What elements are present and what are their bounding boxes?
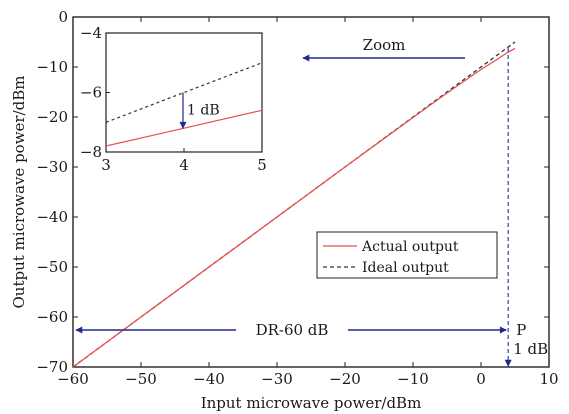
zoom-label: Zoom bbox=[363, 36, 406, 54]
y-tick-label: −20 bbox=[36, 108, 68, 126]
x-tick-label: −60 bbox=[57, 370, 89, 388]
inset-frame bbox=[105, 32, 263, 153]
inset-x-tick-label: 4 bbox=[179, 156, 189, 174]
inset-gap-label: 1 dB bbox=[187, 102, 220, 118]
legend-actual-label: Actual output bbox=[361, 239, 459, 255]
x-tick-label: 10 bbox=[539, 370, 558, 388]
y-tick-label: −10 bbox=[36, 58, 68, 76]
inset-y-tick-label: −6 bbox=[80, 84, 102, 102]
x-axis-label: Input microwave power/dBm bbox=[201, 394, 422, 412]
inset-y-tick-label: −8 bbox=[80, 143, 102, 161]
legend: Actual output Ideal output bbox=[316, 231, 498, 279]
legend-box bbox=[316, 231, 498, 279]
x-tick-label: −40 bbox=[193, 370, 225, 388]
y-tick-label: −70 bbox=[36, 358, 68, 376]
y-tick-label: −40 bbox=[36, 208, 68, 226]
p-label: P bbox=[516, 321, 526, 339]
y-axis-label: Output microwave power/dBm bbox=[10, 76, 28, 309]
x-tick-label: −10 bbox=[397, 370, 429, 388]
y-tick-label: 0 bbox=[58, 8, 68, 26]
p-sub-label: 1 dB bbox=[513, 340, 548, 358]
x-tick-label: −20 bbox=[329, 370, 361, 388]
plot-frame bbox=[72, 16, 550, 368]
actual-output-line bbox=[72, 47, 516, 368]
inset-ideal-line bbox=[105, 62, 263, 123]
x-tick-label: −30 bbox=[261, 370, 293, 388]
y-tick-label: −50 bbox=[36, 258, 68, 276]
x-tick-label: −50 bbox=[125, 370, 157, 388]
inset-y-tick-label: −4 bbox=[80, 24, 102, 42]
y-tick-label: −30 bbox=[36, 158, 68, 176]
legend-ideal-label: Ideal output bbox=[362, 260, 449, 276]
dr-label: DR-60 dB bbox=[256, 321, 329, 339]
inset-x-tick-label: 5 bbox=[257, 156, 267, 174]
inset-x-tick-label: 3 bbox=[101, 156, 111, 174]
y-tick-label: −60 bbox=[36, 308, 68, 326]
x-tick-label: 0 bbox=[476, 370, 486, 388]
